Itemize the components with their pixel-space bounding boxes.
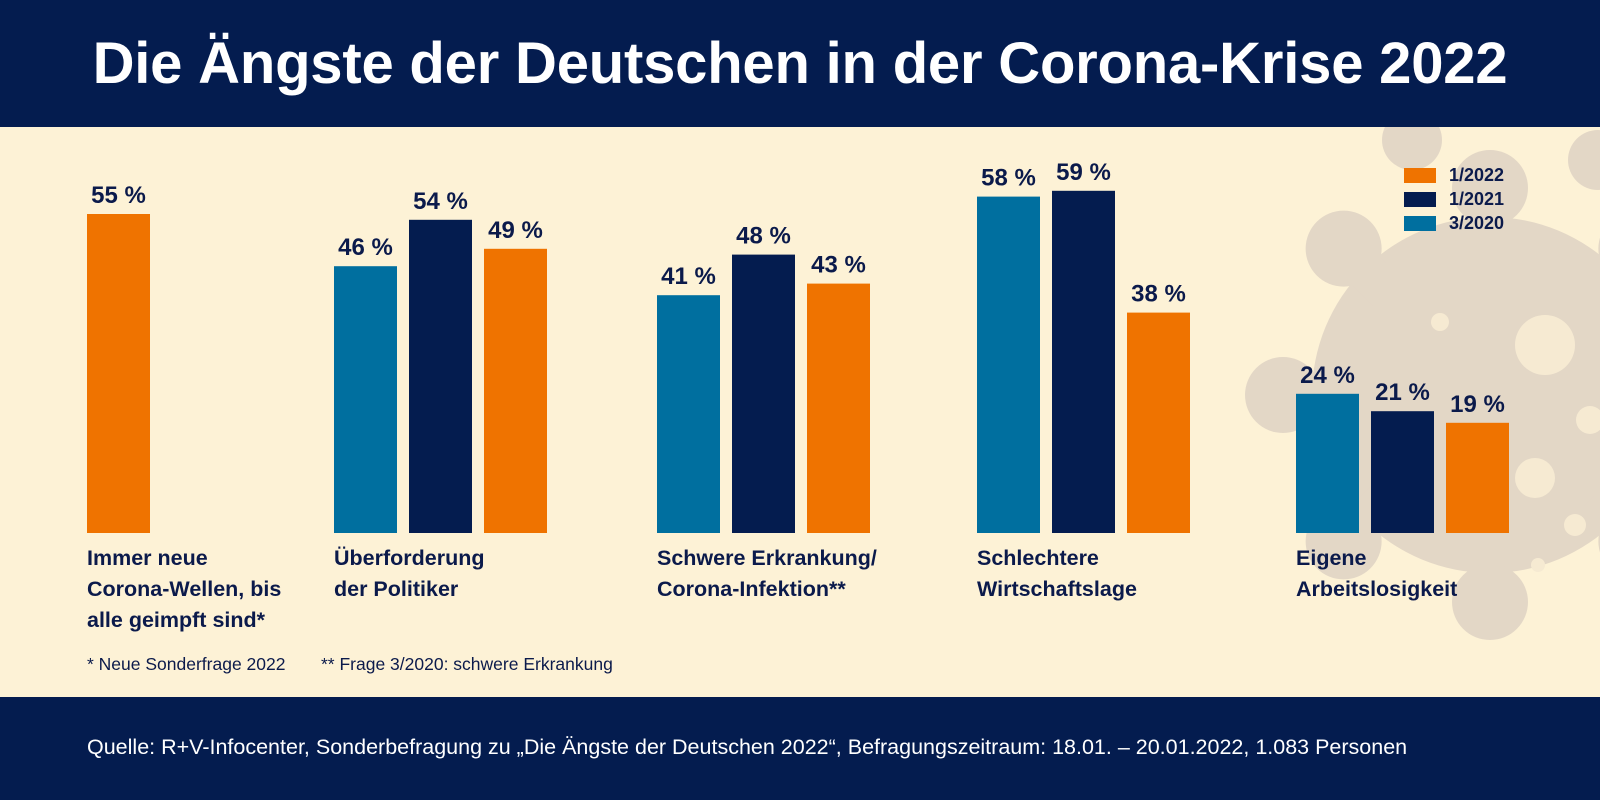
category-label-line: Arbeitslosigkeit: [1296, 577, 1458, 601]
category-label-line: alle geimpft sind*: [87, 608, 266, 632]
bar-wirtschaftslage-3-2020: [977, 196, 1040, 533]
bar-arbeitslosigkeit-1-2021: [1371, 411, 1434, 533]
legend-swatch-3-2020: [1404, 215, 1436, 231]
chart-title: Die Ängste der Deutschen in der Corona-K…: [92, 31, 1508, 96]
legend-item-1-2022: 1/2022: [1404, 163, 1504, 187]
data-label-wirtschaftslage-3-2020: 58 %: [981, 165, 1036, 192]
data-label-arbeitslosigkeit-1-2021: 21 %: [1375, 379, 1430, 406]
data-label-erkrankung-1-2022: 43 %: [811, 252, 866, 279]
category-label-corona-wellen: Immer neue Corona-Wellen, bis alle geimp…: [87, 543, 281, 636]
bar-politiker-1-2022: [484, 248, 547, 534]
legend-item-1-2021: 1/2021: [1404, 187, 1504, 211]
bar-erkrankung-1-2021: [732, 254, 795, 533]
data-label-erkrankung-3-2020: 41 %: [661, 263, 716, 290]
category-label-line: Überforderung: [334, 546, 485, 570]
data-label-corona-wellen-1-2022: 55 %: [91, 182, 146, 209]
footnote-sonderfrage: * Neue Sonderfrage 2022: [87, 654, 286, 674]
bar-erkrankung-1-2022: [807, 283, 870, 533]
bar-erkrankung-3-2020: [657, 295, 720, 533]
legend-label-3-2020: 3/2020: [1449, 212, 1505, 233]
category-label-politiker: Überforderung der Politiker: [334, 543, 485, 605]
legend-swatch-1-2021: [1404, 191, 1436, 207]
bar-politiker-3-2020: [334, 266, 397, 533]
category-label-line: Immer neue: [87, 546, 208, 570]
title-banner: Die Ängste der Deutschen in der Corona-K…: [0, 0, 1600, 127]
category-label-line: Wirtschaftslage: [977, 577, 1137, 601]
legend-item-3-2020: 3/2020: [1404, 211, 1504, 235]
bar-wirtschaftslage-1-2022: [1127, 312, 1190, 533]
legend-label-1-2021: 1/2021: [1449, 188, 1505, 209]
bar-arbeitslosigkeit-1-2022: [1446, 422, 1509, 533]
data-label-wirtschaftslage-1-2022: 38 %: [1131, 281, 1186, 308]
legend-label-1-2022: 1/2022: [1449, 164, 1505, 185]
data-label-arbeitslosigkeit-3-2020: 24 %: [1300, 362, 1355, 389]
category-label-arbeitslosigkeit: Eigene Arbeitslosigkeit: [1296, 543, 1457, 605]
data-label-politiker-1-2022: 49 %: [488, 217, 543, 244]
legend-swatch-1-2022: [1404, 167, 1436, 183]
category-label-line: Corona-Infektion**: [657, 577, 846, 601]
footnote-erkrankung: ** Frage 3/2020: schwere Erkrankung: [321, 654, 613, 674]
data-label-politiker-3-2020: 46 %: [338, 234, 393, 261]
bar-wirtschaftslage-1-2021: [1052, 190, 1115, 534]
source-text: Quelle: R+V-Infocenter, Sonderbefragung …: [87, 735, 1408, 759]
category-label-line: Schwere Erkrankung/: [657, 546, 877, 570]
bar-arbeitslosigkeit-3-2020: [1296, 393, 1359, 533]
category-label-line: Corona-Wellen, bis: [87, 577, 282, 601]
category-label-line: der Politiker: [334, 577, 459, 601]
source-banner: Quelle: R+V-Infocenter, Sonderbefragung …: [0, 697, 1600, 800]
category-label-line: Schlechtere: [977, 546, 1099, 570]
bar-corona-wellen-1-2022: [87, 214, 150, 533]
data-label-wirtschaftslage-1-2021: 59 %: [1056, 159, 1111, 186]
data-label-arbeitslosigkeit-1-2022: 19 %: [1450, 391, 1505, 418]
bar-politiker-1-2021: [409, 219, 472, 534]
category-label-line: Eigene: [1296, 546, 1367, 570]
data-label-politiker-1-2021: 54 %: [413, 188, 468, 215]
legend: 1/2022 1/2021 3/2020: [1404, 163, 1504, 235]
category-label-wirtschaftslage: Schlechtere Wirtschaftslage: [977, 543, 1137, 605]
category-label-erkrankung: Schwere Erkrankung/ Corona-Infektion**: [657, 543, 877, 605]
data-label-erkrankung-1-2021: 48 %: [736, 223, 791, 250]
